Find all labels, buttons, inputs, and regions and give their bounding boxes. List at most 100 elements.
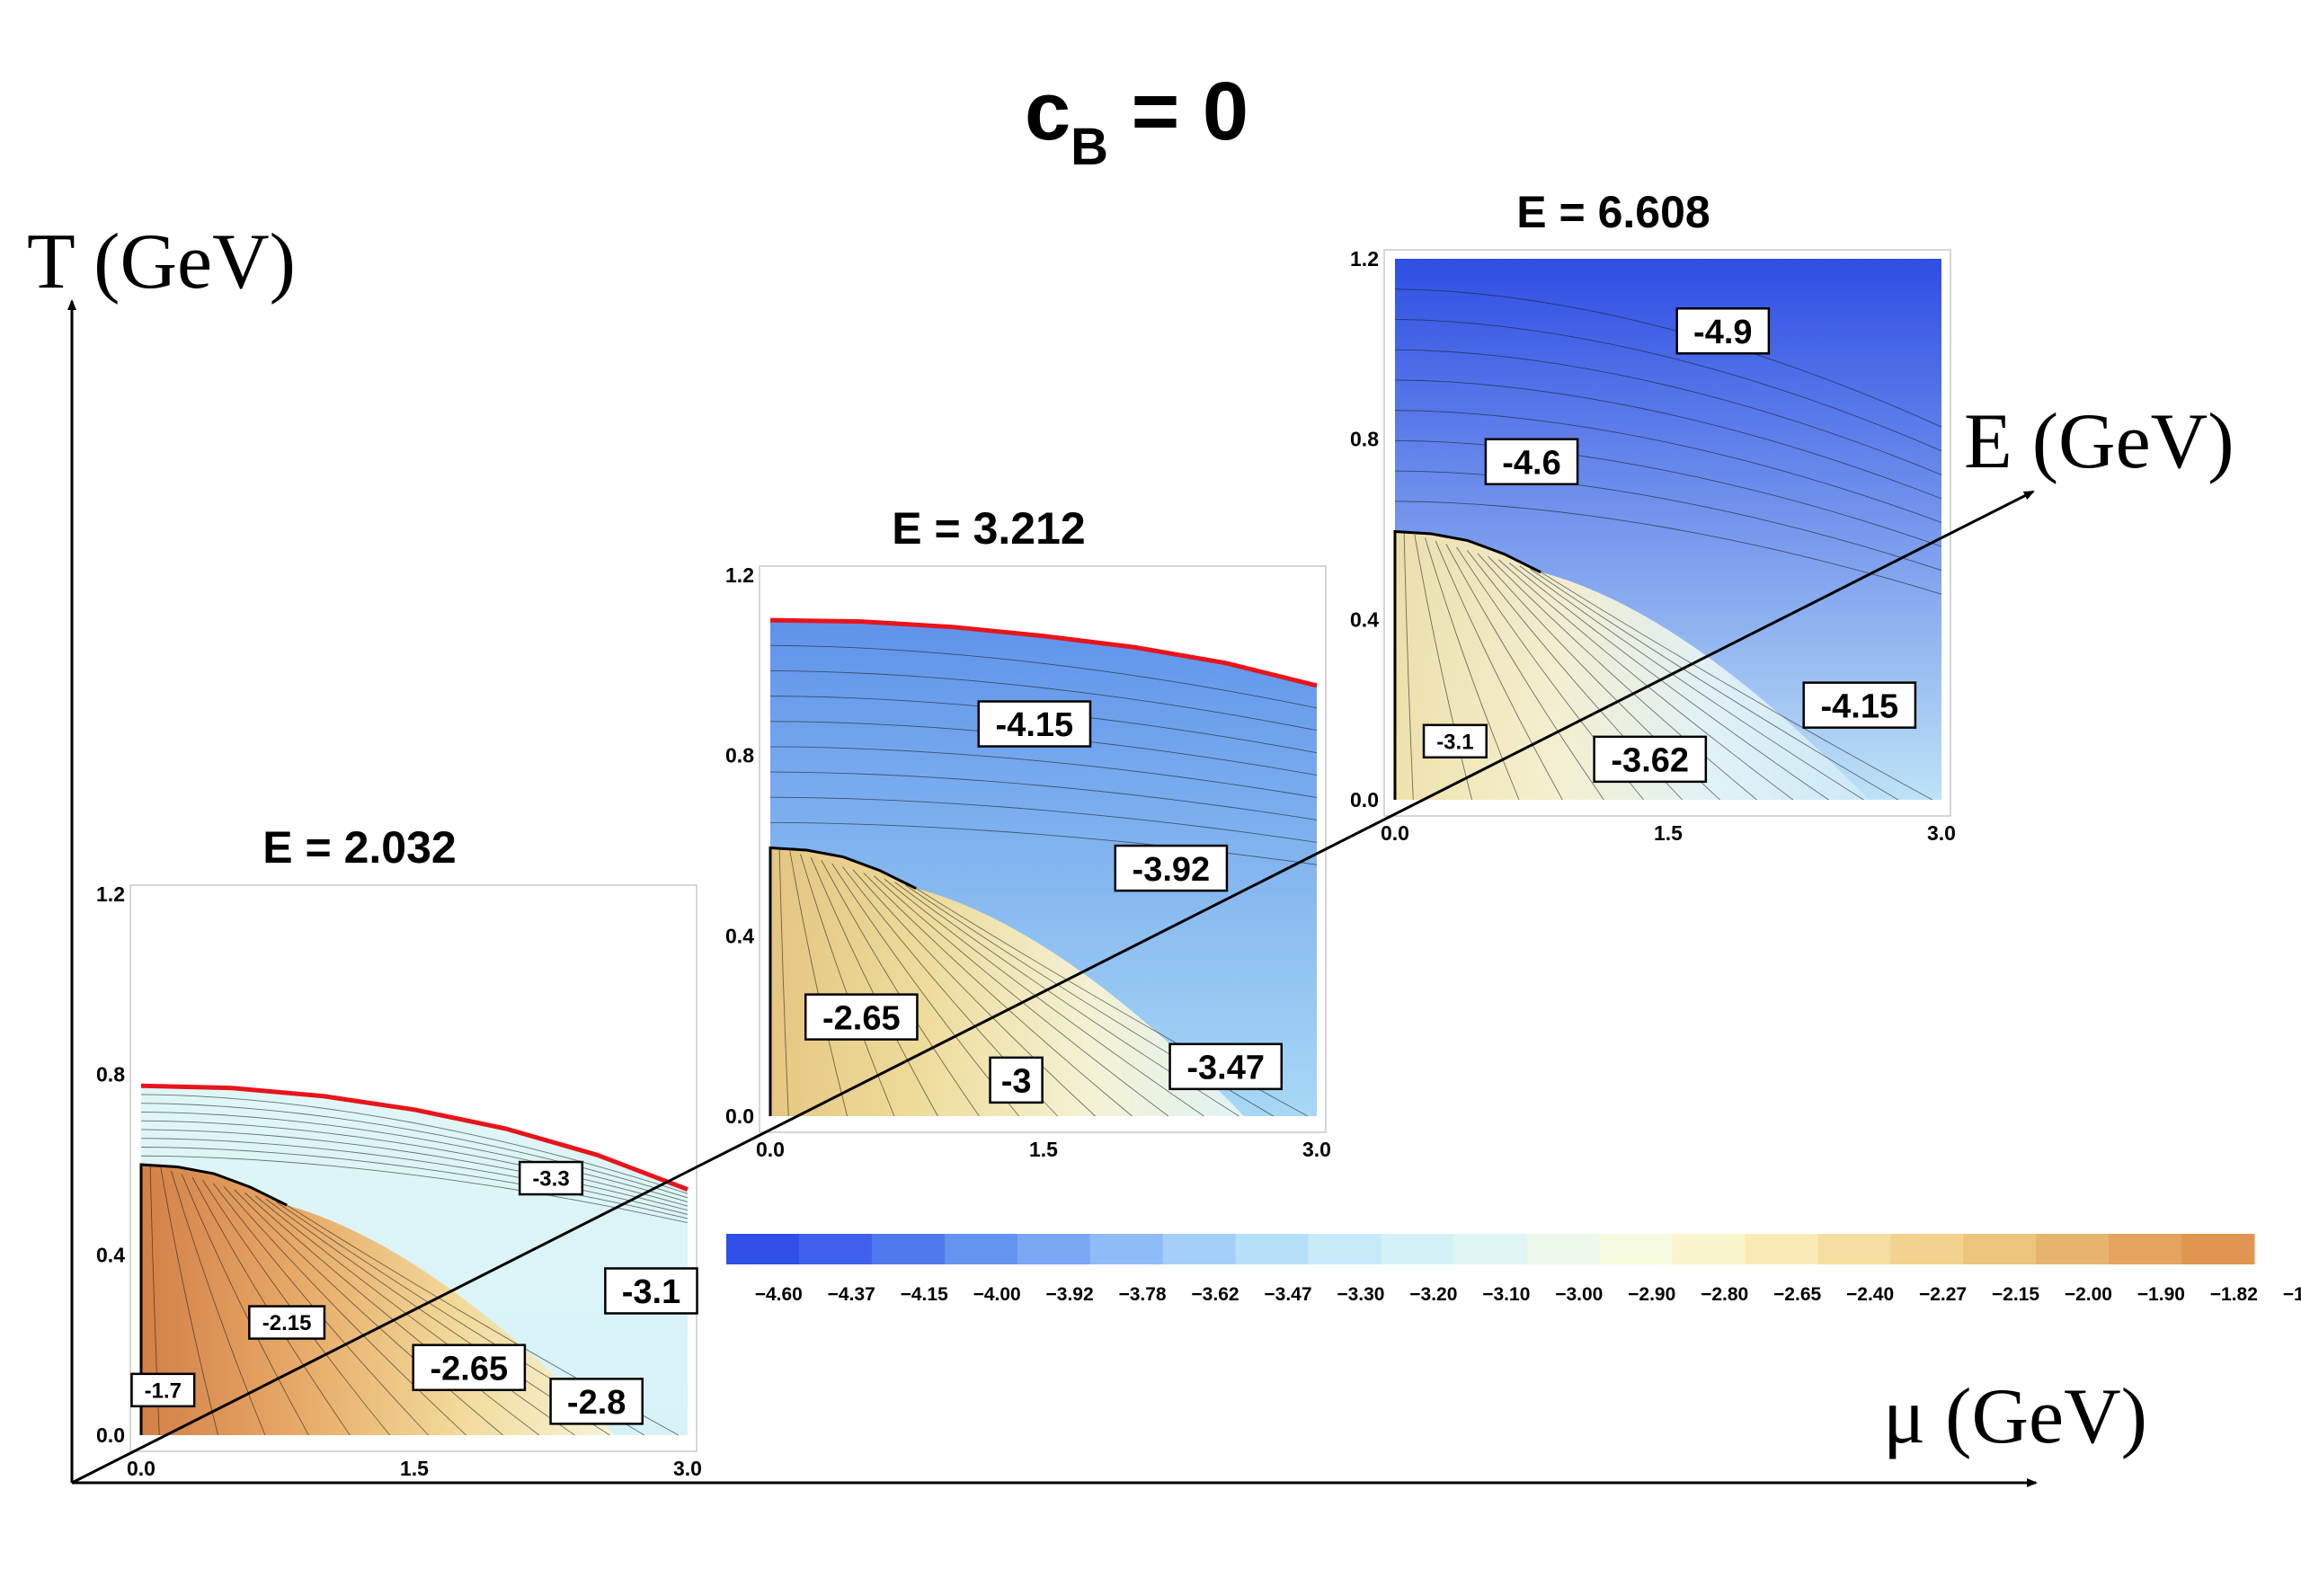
colorbar-tick-label: −2.27 [1919, 1284, 1967, 1305]
colorbar-swatch [1308, 1234, 1382, 1264]
main-title-c: c [1025, 66, 1071, 157]
colorbar-swatch [944, 1234, 1018, 1264]
contour-line [140, 1120, 689, 1207]
colorbar-tick-label: −2.15 [1992, 1284, 2039, 1305]
red-phase-curve [769, 617, 1318, 688]
panel-title: E = 6.608 [1516, 187, 1710, 237]
contour-line [769, 796, 1318, 843]
contour-line [1414, 534, 1472, 801]
mu-axis-label: μ (GeV) [1883, 1373, 2147, 1460]
colorbar-tick-label: −3.10 [1482, 1284, 1530, 1305]
main-title-subscript: B [1071, 118, 1108, 176]
panel-title: E = 2.032 [262, 822, 456, 873]
x-tick-label: 0.0 [1381, 821, 1409, 845]
y-tick-label: 0.4 [725, 924, 754, 947]
contour-label: -4.15 [1802, 681, 1917, 729]
y-tick-label: 1.2 [96, 882, 125, 906]
contour-line [810, 856, 938, 1117]
panel-e-3212: E = 3.212 0.0 1.5 3.0 0.0 0.4 0.8 1.2 -4.15 -3.92… [725, 503, 1331, 1161]
contour-line [140, 1147, 689, 1219]
contour-line [1403, 531, 1414, 801]
panel-e-6608: E = 6.608 0.0 1.5 3.0 0.0 0.4 0.8 1.2 -4.9 -4.6 -4… [1350, 187, 1956, 845]
colorbar-swatch [1017, 1234, 1091, 1264]
contour-line [769, 771, 1318, 820]
contour-label-box [1675, 307, 1771, 355]
contour-label-box [989, 1056, 1044, 1104]
contour-line [778, 847, 789, 1117]
contour-label-text: -3.62 [1611, 742, 1689, 780]
contour-line [140, 1112, 689, 1202]
contour-label-box [518, 1160, 584, 1196]
colorbar-swatch [1672, 1234, 1746, 1264]
contour-line [769, 644, 1318, 709]
contour-line [1488, 555, 1757, 801]
colorbar-swatch [1745, 1234, 1818, 1264]
e-axis-line [71, 490, 2035, 1485]
contour-line [171, 1170, 266, 1436]
colorbar-tick-label: −4.60 [755, 1284, 803, 1305]
colorbar-tick-label: −4.37 [828, 1284, 875, 1305]
x-tick-label: 3.0 [673, 1457, 702, 1480]
panel-title: E = 3.212 [892, 503, 1085, 554]
colorbar-swatch [871, 1234, 946, 1264]
lower-phase-fill [1395, 531, 1869, 800]
contour-label: -3 [989, 1056, 1044, 1104]
x-tick-label: 1.5 [1654, 821, 1683, 845]
contour-line [1394, 288, 1942, 428]
y-tick-label: 0.8 [725, 744, 754, 767]
colorbar: −4.60 −4.37 −4.15 −4.00 −3.92 −3.78 −3.62 −3.47… [726, 1234, 2301, 1305]
colorbar-tick-label: −2.65 [1773, 1284, 1821, 1305]
x-tick-label: 3.0 [1302, 1138, 1331, 1161]
colorbar-swatch [2181, 1234, 2255, 1264]
colorbar-swatch [1963, 1234, 2037, 1264]
colorbar-swatch [798, 1234, 873, 1264]
contour-line [769, 746, 1318, 798]
contour-line [1394, 501, 1942, 595]
contour-line [821, 860, 980, 1117]
y-tick-label: 0.0 [1350, 788, 1379, 811]
colorbar-tick-label: −2.00 [2065, 1284, 2112, 1305]
contour-line [789, 850, 848, 1117]
colorbar-tick-label: −1.82 [2210, 1284, 2258, 1305]
contour-label: -4.9 [1675, 307, 1771, 355]
contour-line [852, 869, 1096, 1117]
colorbar-swatch [1162, 1234, 1237, 1264]
contour-label-box [549, 1378, 644, 1425]
contour-label-text: -3.3 [532, 1167, 569, 1192]
contour-line [140, 1103, 689, 1199]
contour-line [769, 670, 1318, 732]
contour-line [140, 1094, 689, 1194]
main-title-rest: = 0 [1108, 66, 1248, 157]
y-tick-label: 0.4 [96, 1243, 125, 1266]
colorbar-swatch [1817, 1234, 1891, 1264]
colorbar-tick-label: −3.20 [1409, 1284, 1457, 1305]
contour-line [800, 854, 895, 1117]
t-axis-label: T (GeV) [27, 218, 296, 306]
contour-line [1435, 540, 1563, 801]
contour-line [1498, 559, 1794, 801]
contour-label-text: -3 [1001, 1063, 1032, 1101]
colorbar-tick-label: −3.92 [1046, 1284, 1094, 1305]
contour-line [1394, 410, 1942, 523]
contour-line [1394, 349, 1942, 475]
colorbar-swatch [1381, 1234, 1455, 1264]
colorbar-swatch [726, 1234, 800, 1264]
colorbar-tick-label: −2.90 [1628, 1284, 1675, 1305]
contour-label-text: -2.8 [567, 1384, 626, 1422]
contour-label: -4.15 [977, 700, 1092, 748]
colorbar-tick-label: −3.78 [1118, 1284, 1166, 1305]
contour-line [244, 1192, 540, 1436]
x-tick-label: 1.5 [400, 1457, 429, 1480]
contour-label-text: -2.65 [430, 1350, 508, 1388]
contour-line [1394, 318, 1942, 452]
y-tick-label: 0.8 [1350, 428, 1379, 451]
colorbar-tick-label: −4.15 [901, 1284, 948, 1305]
contour-line [1508, 562, 1829, 801]
contour-label-text: -2.65 [822, 999, 901, 1037]
red-phase-curve [140, 1083, 689, 1192]
contour-label-box [977, 700, 1092, 748]
e-axis-label: E (GeV) [1964, 398, 2234, 485]
contour-label: -3.92 [1114, 844, 1229, 892]
contour-line [1530, 568, 1899, 801]
contour-line [181, 1174, 309, 1436]
